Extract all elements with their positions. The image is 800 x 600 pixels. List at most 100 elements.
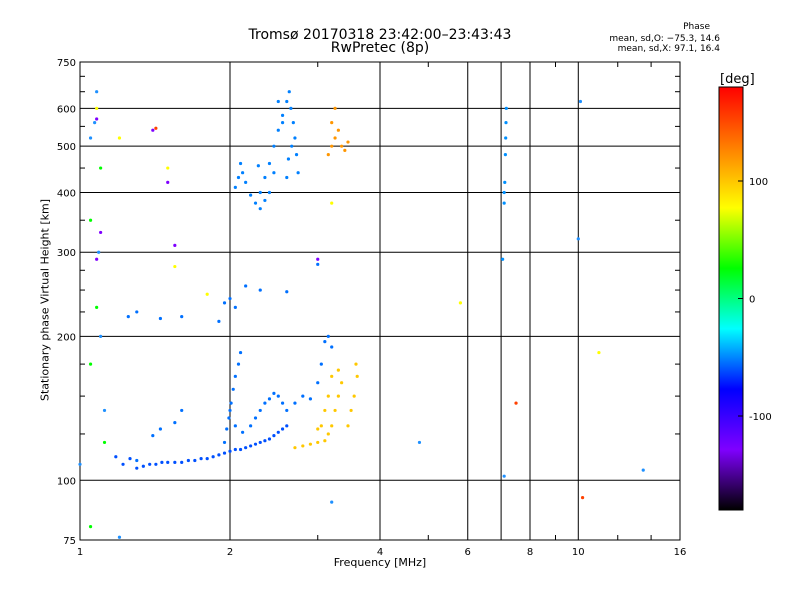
data-point	[333, 106, 337, 110]
data-point	[340, 144, 344, 148]
data-point	[253, 201, 258, 205]
data-point	[263, 198, 267, 203]
data-point	[95, 117, 99, 121]
data-point	[417, 440, 422, 445]
data-point	[355, 374, 359, 378]
data-point	[280, 113, 285, 117]
data-point	[578, 99, 583, 104]
data-point	[154, 126, 158, 130]
data-point	[280, 427, 285, 431]
x-tick-label: 2	[227, 547, 233, 558]
data-point	[258, 408, 262, 413]
data-point	[135, 466, 139, 470]
data-point	[99, 334, 103, 338]
y-axis-label: Stationary phase Virtual Height [km]	[38, 198, 52, 402]
data-point	[323, 340, 327, 344]
data-point	[291, 121, 295, 125]
data-point	[249, 424, 253, 428]
data-point	[326, 334, 330, 338]
data-point	[222, 451, 227, 455]
data-point	[330, 500, 334, 504]
data-point	[217, 319, 221, 323]
colorbar-unit-label: [deg]	[720, 72, 755, 87]
data-point	[95, 90, 99, 94]
data-point	[244, 180, 248, 184]
phase-legend-o: mean, sd,O: −75.3, 14.6	[609, 34, 720, 44]
colorbar-tick-label: 100	[749, 177, 768, 188]
data-point	[78, 462, 82, 466]
data-point	[319, 362, 323, 366]
data-point	[263, 439, 267, 443]
data-point	[241, 171, 245, 175]
data-point	[330, 201, 334, 205]
data-point	[316, 257, 320, 261]
data-point	[180, 408, 184, 413]
data-point	[238, 161, 243, 166]
data-point	[236, 362, 241, 366]
chart-title-line1: Tromsø 20170318 23:42:00–23:43:43	[248, 27, 512, 43]
data-point	[340, 381, 344, 385]
y-tick-label: 300	[57, 248, 76, 259]
data-point	[293, 446, 297, 450]
phase-legend-x: mean, sd,X: 97.1, 16.4	[617, 44, 720, 54]
data-point	[151, 128, 155, 132]
data-point	[280, 121, 285, 125]
data-point	[272, 434, 276, 438]
data-point	[88, 218, 93, 222]
data-point	[308, 397, 313, 401]
colorbar-tick-label: 0	[749, 295, 755, 306]
data-point	[597, 350, 601, 355]
data-point	[263, 401, 267, 405]
data-point	[330, 121, 334, 125]
x-tick-label: 1	[77, 547, 83, 558]
data-point	[580, 495, 585, 500]
data-point	[293, 136, 297, 140]
data-point	[158, 427, 163, 431]
phase-legend-title: Phase	[683, 22, 710, 32]
data-point	[330, 424, 334, 428]
data-point	[316, 381, 320, 385]
data-point	[121, 462, 125, 466]
data-point	[286, 157, 291, 161]
data-point	[514, 401, 518, 405]
data-point	[276, 430, 280, 434]
data-point	[276, 99, 280, 104]
data-point	[166, 460, 170, 464]
data-point	[316, 440, 320, 445]
data-point	[253, 416, 258, 420]
data-point	[502, 190, 506, 195]
data-point	[336, 128, 340, 132]
data-point	[287, 90, 291, 94]
data-point	[88, 525, 93, 529]
y-tick-label: 750	[57, 58, 76, 69]
y-tick-label: 100	[57, 476, 76, 487]
data-point	[233, 447, 237, 452]
data-point	[93, 121, 97, 125]
data-point	[180, 315, 184, 319]
data-point	[256, 164, 260, 168]
data-point	[272, 144, 276, 148]
y-tick-label: 600	[57, 104, 76, 115]
data-point	[285, 408, 289, 413]
data-point	[126, 315, 130, 319]
data-point	[576, 237, 580, 241]
data-point	[316, 262, 320, 266]
data-point	[211, 455, 215, 459]
data-point	[233, 305, 237, 309]
data-point	[267, 437, 272, 441]
data-point	[276, 128, 280, 132]
data-point	[249, 444, 253, 448]
data-point	[117, 535, 122, 539]
x-tick-label: 8	[527, 547, 533, 558]
data-point	[95, 305, 99, 309]
data-point	[290, 144, 294, 148]
colorbar-tick-label: -100	[749, 412, 772, 423]
data-point	[160, 460, 164, 464]
data-point	[217, 453, 221, 457]
data-point	[236, 175, 241, 180]
data-point	[102, 440, 107, 445]
data-point	[258, 207, 262, 211]
data-point	[503, 180, 507, 184]
data-point	[173, 460, 177, 464]
data-point	[258, 190, 262, 195]
